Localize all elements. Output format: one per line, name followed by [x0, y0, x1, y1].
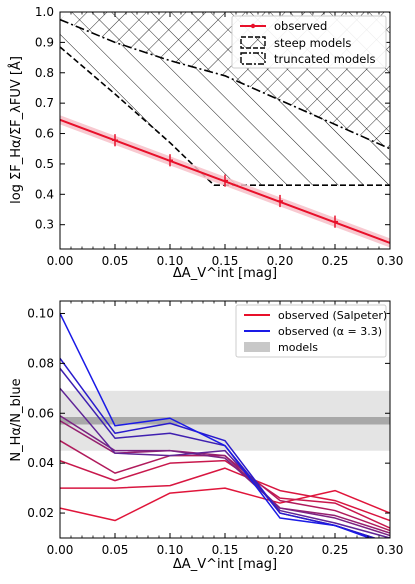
observed-line-0 — [60, 487, 390, 522]
top-panel: 0.00 0.05 0.10 0.15 0.20 0.25 0.30 0.3 0.4 0.5 0.6… — [8, 5, 403, 281]
observed-line-9 — [60, 313, 372, 538]
top-y-tick-label: 0.4 — [35, 187, 54, 201]
legend-models-label: models — [278, 341, 318, 354]
legend-salpeter-label: observed (Salpeter) — [278, 309, 387, 322]
bottom-x-tick-label: 0.30 — [377, 543, 404, 557]
top-y-tick-label: 0.5 — [35, 157, 54, 171]
top-x-axis-label: ΔA_V^int [mag] — [173, 266, 277, 281]
observed-line-6 — [60, 387, 390, 538]
models-band-1 — [60, 417, 390, 425]
legend-steep-label: steep models — [274, 36, 351, 50]
top-y-tick-label: 0.6 — [35, 127, 54, 141]
bottom-x-tick-label: 0.00 — [47, 543, 74, 557]
top-y-tick-label: 1.0 — [35, 5, 54, 19]
top-legend-box — [231, 15, 387, 69]
legend-observed-label: observed — [274, 19, 327, 33]
bottom-y-tick-label: 0.06 — [27, 406, 54, 420]
legend-truncated-label: truncated models — [274, 52, 376, 66]
observed-line-5 — [60, 415, 390, 537]
top-x-tick-label: 0.00 — [47, 254, 74, 268]
top-x-tick-label: 0.15 — [212, 254, 239, 268]
top-ticks: 0.00 0.05 0.10 0.15 0.20 0.25 0.30 0.3 0.4 0.5 0.6… — [35, 5, 403, 268]
legend-observed-marker — [250, 23, 256, 29]
bottom-x-tick-label: 0.10 — [157, 543, 184, 557]
bottom-y-tick-label: 0.10 — [27, 306, 54, 320]
bottom-y-tick-label: 0.04 — [27, 456, 54, 470]
truncated-models-hatch — [60, 19, 390, 186]
top-y-tick-label: 0.8 — [35, 66, 54, 80]
legend-steep-swatch-b — [241, 37, 265, 48]
bottom-legend: observed (Salpeter) observed (α = 3.3) mod… — [235, 304, 387, 358]
top-y-tick-label: 0.7 — [35, 96, 54, 110]
bottom-x-axis-label: ΔA_V^int [mag] — [173, 557, 277, 572]
observed-line-2 — [60, 459, 390, 529]
bottom-y-axis-label: N_Hα/N_blue — [9, 378, 24, 461]
top-x-tick-label: 0.05 — [102, 254, 129, 268]
bottom-legend-box — [235, 304, 387, 358]
legend-models-swatch — [244, 342, 270, 352]
truncated-lower-boundary-line — [60, 46, 390, 186]
observed-line-1 — [60, 467, 390, 522]
legend-alpha-label: observed (α = 3.3) — [278, 325, 382, 338]
top-x-tick-label: 0.25 — [322, 254, 349, 268]
top-x-tick-label: 0.10 — [157, 254, 184, 268]
top-x-tick-label: 0.20 — [267, 254, 294, 268]
bottom-x-tick-label: 0.05 — [102, 543, 129, 557]
bottom-series-group — [60, 313, 390, 538]
bottom-ticks: 0.00 0.05 0.10 0.15 0.20 0.25 0.30 0.02 0.04 0.06… — [27, 301, 403, 557]
top-y-tick-label: 0.9 — [35, 35, 54, 49]
bottom-x-tick-label: 0.25 — [322, 543, 349, 557]
bottom-x-tick-label: 0.15 — [212, 543, 239, 557]
top-x-tick-label: 0.30 — [377, 254, 404, 268]
steep-truncated-boundary-line — [60, 18, 390, 150]
bottom-panel: 0.00 0.05 0.10 0.15 0.20 0.25 0.30 0.02 0.04 0.06… — [9, 300, 403, 572]
legend-truncated-swatch — [240, 52, 266, 65]
top-legend: observed steep models truncated models — [231, 15, 387, 69]
top-series-group — [60, 115, 390, 248]
bottom-y-tick-label: 0.02 — [27, 506, 54, 520]
bottom-y-tick-label: 0.08 — [27, 356, 54, 370]
bottom-x-tick-label: 0.20 — [267, 543, 294, 557]
top-y-axis-label: log ΣF_Hα/ΣF_λFUV [Å] — [8, 56, 24, 204]
top-y-tick-label: 0.3 — [35, 218, 54, 232]
